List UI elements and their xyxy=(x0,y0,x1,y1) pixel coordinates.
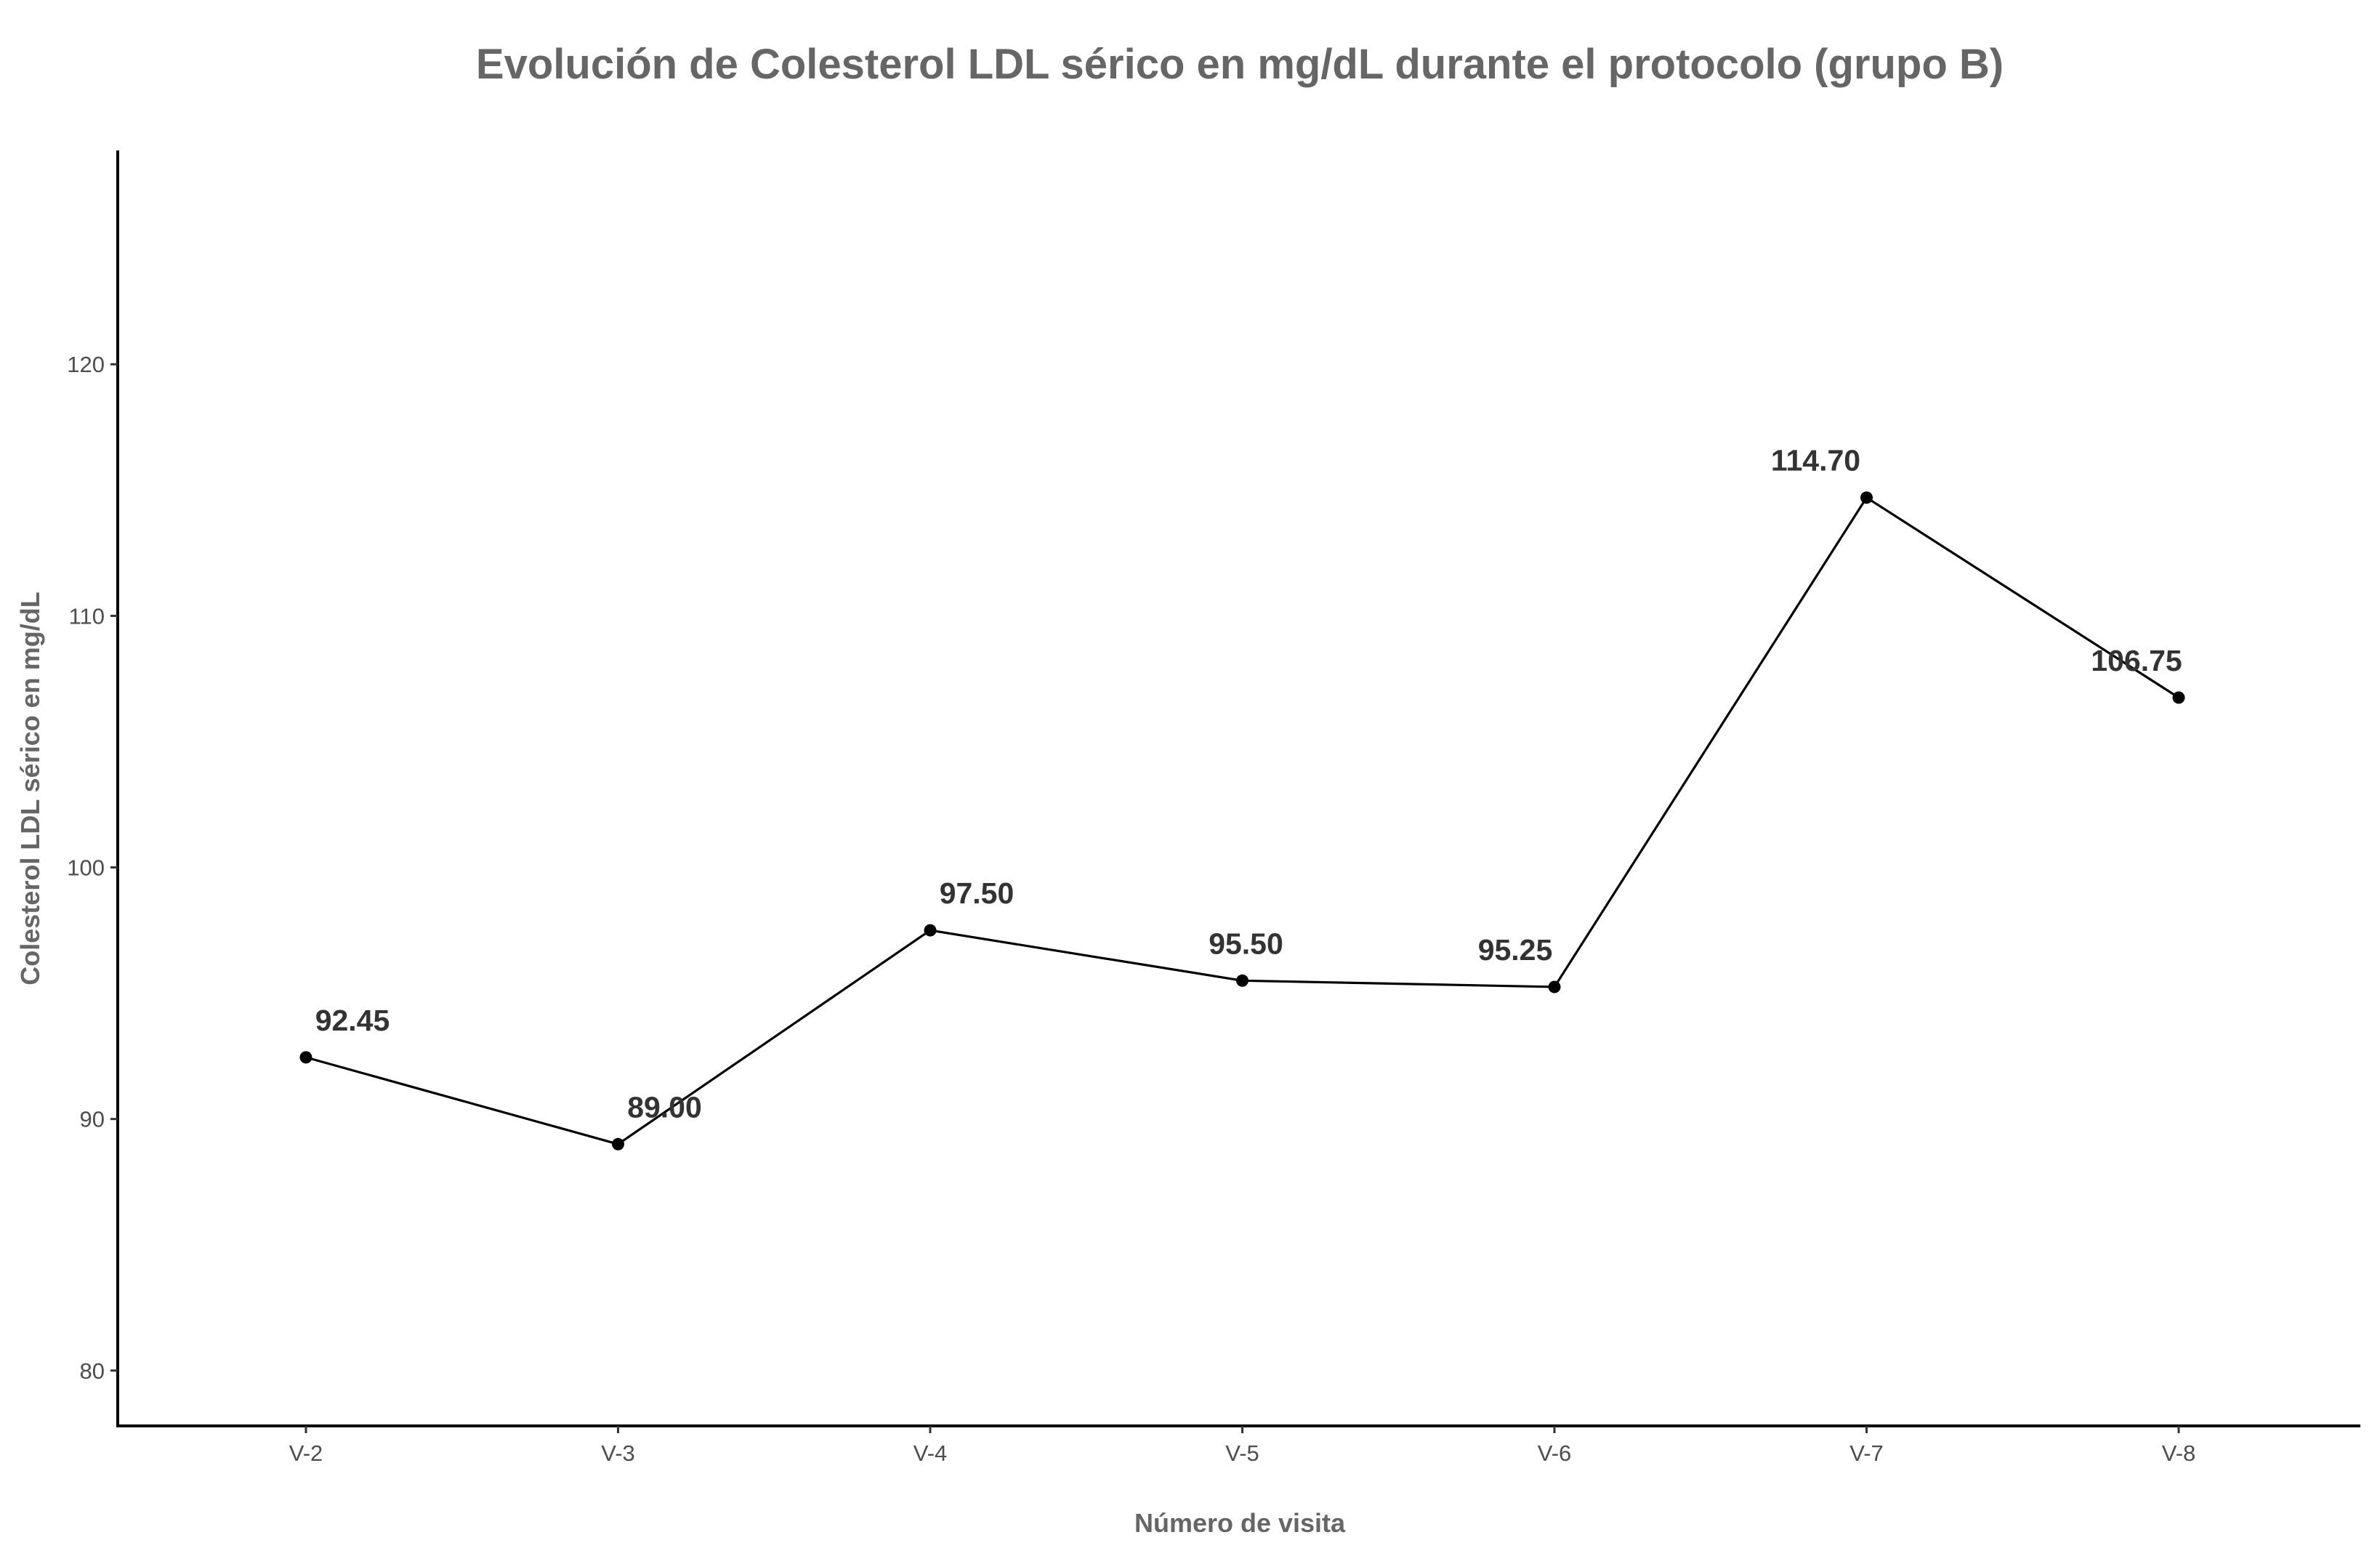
x-tick-label: V-8 xyxy=(2162,1440,2196,1466)
x-tick-label: V-7 xyxy=(1849,1440,1884,1466)
series-line xyxy=(305,496,2179,1145)
x-tick-label: V-2 xyxy=(289,1440,323,1466)
x-tick-label: V-4 xyxy=(913,1440,948,1466)
data-label: 114.70 xyxy=(1771,444,1860,477)
data-label: 95.25 xyxy=(1478,933,1553,967)
y-tick-label: 100 xyxy=(67,855,105,881)
data-labels-layer: 92.45 89.00 97.50 95.50 95.25 114.70 106.75 xyxy=(315,444,2182,1124)
data-label: 97.50 xyxy=(940,876,1014,910)
data-point xyxy=(1548,980,1561,993)
data-point xyxy=(1236,974,1249,987)
x-tick-label: V-6 xyxy=(1538,1440,1572,1466)
data-point xyxy=(924,924,937,937)
data-label: 106.75 xyxy=(2091,644,2182,677)
x-axis-title: Número de visita xyxy=(1134,1508,1346,1538)
series-layer xyxy=(299,491,2185,1150)
data-point xyxy=(1860,491,1873,504)
y-axis-title: Colesterol LDL sérico en mg/dL xyxy=(15,592,45,985)
x-axis-ticks: V-2 V-3 V-4 V-5 V-6 V-7 V-8 xyxy=(289,1426,2196,1466)
data-label: 95.50 xyxy=(1209,927,1283,960)
x-tick-label: V-3 xyxy=(601,1440,635,1466)
y-tick-label: 110 xyxy=(69,603,105,629)
chart-title: Evolución de Colesterol LDL sérico en mg… xyxy=(476,41,2004,88)
data-point xyxy=(612,1137,624,1150)
data-point xyxy=(299,1051,312,1064)
y-axis-ticks: 80 90 100 110 120 xyxy=(67,352,118,1384)
y-tick-label: 120 xyxy=(67,352,105,377)
data-point xyxy=(2172,691,2185,704)
data-label: 89.00 xyxy=(627,1090,702,1124)
data-label: 92.45 xyxy=(315,1004,390,1037)
y-tick-label: 90 xyxy=(80,1107,105,1132)
axes xyxy=(116,150,2360,1427)
y-tick-label: 80 xyxy=(80,1358,105,1384)
x-tick-label: V-5 xyxy=(1225,1440,1259,1466)
